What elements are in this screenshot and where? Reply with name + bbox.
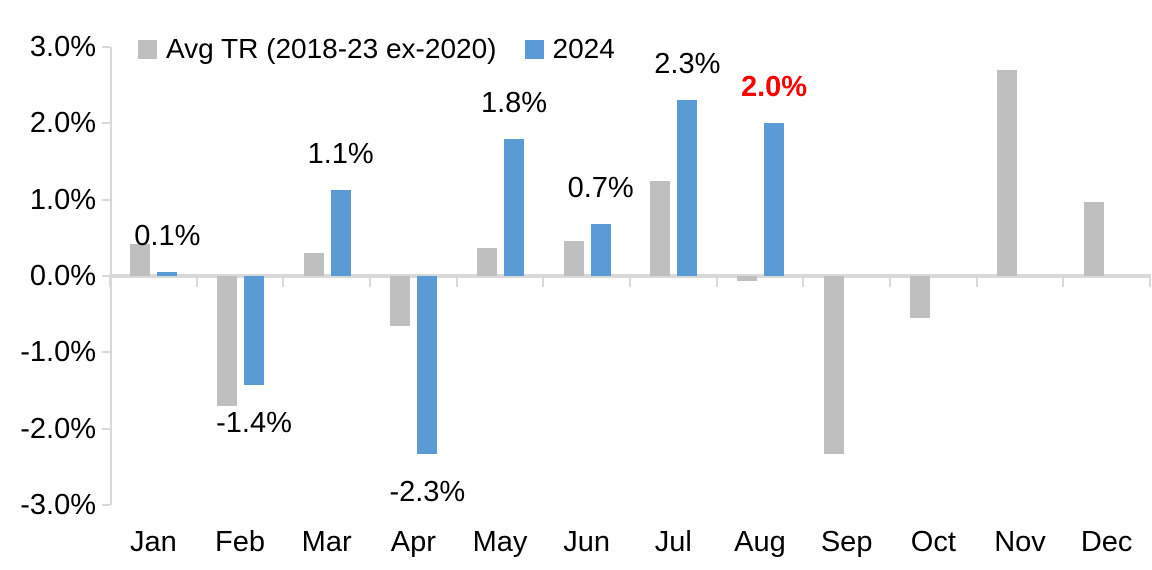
bar-avg-nov bbox=[997, 69, 1017, 276]
bar-2024-apr bbox=[417, 276, 438, 454]
x-tick-label-feb: Feb bbox=[214, 526, 265, 558]
bar-avg-may bbox=[477, 247, 497, 276]
y-axis-tick bbox=[102, 427, 110, 430]
y-tick-label: 1.0% bbox=[29, 183, 96, 216]
x-axis-tick bbox=[1062, 274, 1065, 287]
y-tick-label: -2.0% bbox=[20, 412, 96, 445]
data-label-aug: 2.0% bbox=[740, 71, 808, 104]
x-axis-tick bbox=[282, 274, 285, 287]
legend-label-2024: 2024 bbox=[552, 33, 615, 64]
x-tick-label-apr: Apr bbox=[390, 526, 436, 558]
x-tick-label-sep: Sep bbox=[820, 526, 873, 558]
data-label-may: 1.8% bbox=[480, 86, 548, 119]
data-label-feb: -1.4% bbox=[216, 407, 292, 440]
y-axis-tick bbox=[102, 351, 110, 354]
y-tick-label: 3.0% bbox=[29, 31, 96, 63]
y-tick-label: 2.0% bbox=[29, 107, 96, 140]
x-axis-tick bbox=[195, 274, 198, 287]
x-axis-tick bbox=[542, 274, 545, 287]
legend-item-2024: 2024 bbox=[524, 33, 615, 65]
bar-2024-feb bbox=[244, 276, 264, 386]
bar-2024-jul bbox=[677, 100, 698, 276]
x-tick-label-jan: Jan bbox=[129, 526, 177, 558]
x-tick-label-dec: Dec bbox=[1080, 526, 1133, 558]
x-tick-label-nov: Nov bbox=[994, 526, 1046, 558]
bar-avg-feb bbox=[217, 276, 237, 406]
x-axis-tick bbox=[369, 274, 371, 287]
data-label-apr: -2.3% bbox=[389, 475, 466, 508]
x-axis-tick bbox=[1149, 274, 1151, 287]
y-axis-tick bbox=[102, 122, 110, 125]
bar-avg-jan bbox=[130, 243, 151, 276]
bar-2024-may bbox=[504, 138, 524, 276]
x-tick-label-jun: Jun bbox=[563, 526, 611, 558]
bar-avg-mar bbox=[303, 253, 324, 276]
x-axis-tick bbox=[455, 274, 458, 287]
bar-2024-jun bbox=[590, 224, 611, 276]
legend-label-avg-tr: Avg TR (2018-23 ex-2020) bbox=[166, 33, 497, 64]
x-axis-tick bbox=[715, 274, 718, 287]
x-axis-tick bbox=[975, 274, 978, 287]
x-tick-label-mar: Mar bbox=[301, 526, 352, 558]
x-axis-tick bbox=[109, 274, 111, 287]
y-tick-label: -1.0% bbox=[20, 336, 96, 369]
x-tick-label-aug: Aug bbox=[734, 526, 786, 558]
bar-2024-mar bbox=[330, 189, 351, 276]
legend-item-avg-tr: Avg TR (2018-23 ex-2020) bbox=[138, 33, 497, 65]
x-axis-tick bbox=[629, 274, 631, 287]
y-axis-tick bbox=[102, 275, 110, 277]
bar-2024-jan bbox=[157, 272, 178, 276]
legend-swatch-2024 bbox=[524, 39, 544, 59]
y-axis-tick bbox=[102, 46, 110, 48]
x-axis-tick bbox=[802, 274, 805, 287]
y-axis-tick bbox=[102, 504, 110, 506]
x-tick-label-jul: Jul bbox=[654, 526, 692, 558]
bar-2024-aug bbox=[764, 123, 784, 276]
legend-swatch-avg-tr bbox=[138, 39, 157, 59]
y-tick-label: -3.0% bbox=[20, 489, 96, 521]
data-label-jan: 0.1% bbox=[134, 220, 201, 253]
bar-avg-dec bbox=[1083, 201, 1104, 276]
data-label-mar: 1.1% bbox=[307, 137, 374, 170]
x-tick-label-may: May bbox=[472, 526, 528, 558]
bar-avg-apr bbox=[390, 276, 411, 326]
x-axis-tick bbox=[889, 274, 891, 287]
bar-avg-jul bbox=[650, 180, 671, 276]
data-label-jun: 0.7% bbox=[567, 172, 634, 205]
bar-avg-sep bbox=[823, 276, 844, 454]
y-axis-tick bbox=[102, 198, 110, 201]
bar-avg-jun bbox=[563, 240, 584, 276]
bar-avg-oct bbox=[910, 276, 931, 318]
chart-legend: Avg TR (2018-23 ex-2020) 2024 bbox=[138, 33, 615, 65]
bar-avg-aug bbox=[737, 276, 757, 281]
x-tick-label-oct: Oct bbox=[910, 526, 956, 558]
y-tick-label: 0.0% bbox=[29, 260, 96, 292]
data-label-jul: 2.3% bbox=[654, 48, 721, 81]
